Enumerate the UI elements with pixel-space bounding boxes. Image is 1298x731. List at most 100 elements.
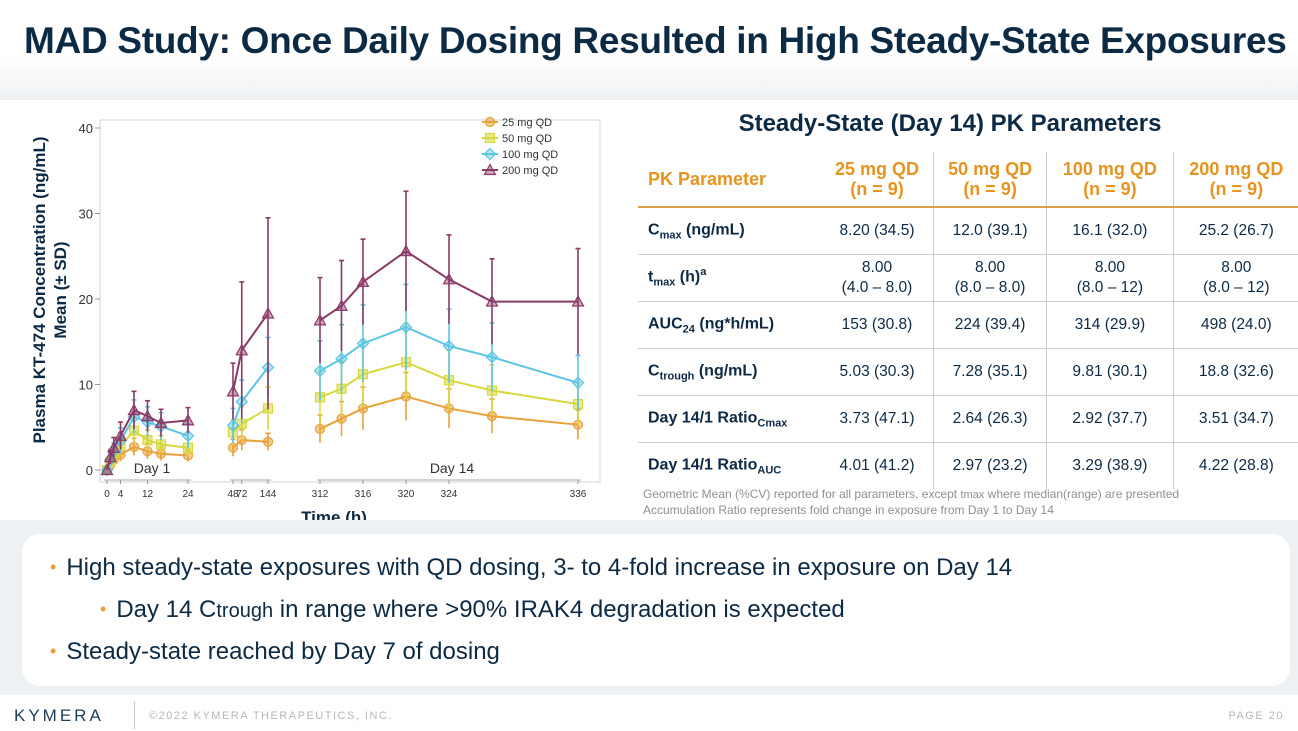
data-point xyxy=(262,436,274,447)
legend-item: 100 mg QD xyxy=(482,147,558,161)
y-tick-label: 20 xyxy=(79,292,93,307)
kymera-logo: KYMERA xyxy=(14,706,104,725)
x-tick-label: 336 xyxy=(570,489,587,500)
x-tick-label: 316 xyxy=(355,489,372,500)
data-point xyxy=(226,384,240,397)
chart-legend: 25 mg QD 50 mg QD 100 mg QD 200 mg QD xyxy=(482,116,558,177)
footer-divider xyxy=(134,701,135,729)
row-value: 3.29 (38.9) xyxy=(1046,442,1174,489)
row-value: 2.92 (37.7) xyxy=(1046,395,1174,443)
table-row: Day 14/1 RatioAUC 4.01 (41.2) 2.97 (23.2) 3… xyxy=(638,442,1298,489)
row-value: 18.8 (32.6) xyxy=(1172,348,1298,396)
row-value: 2.97 (23.2) xyxy=(932,442,1047,489)
legend-label: 100 mg QD xyxy=(502,149,558,161)
row-parameter: Day 14/1 RatioCmax xyxy=(638,395,821,443)
legend-label: 25 mg QD xyxy=(502,117,552,129)
header-100mg: 100 mg QD (n = 9) xyxy=(1046,152,1174,208)
row-value: 314 (29.9) xyxy=(1046,301,1174,349)
row-value: 12.0 (39.1) xyxy=(932,207,1047,255)
row-value: 25.2 (26.7) xyxy=(1172,207,1298,255)
table-footnote: Geometric Mean (%CV) reported for all pa… xyxy=(643,487,1180,517)
legend-label: 200 mg QD xyxy=(502,165,558,177)
series-50-mg-qd xyxy=(101,325,584,476)
data-point xyxy=(313,364,327,378)
x-tick-label: 24 xyxy=(182,489,194,500)
y-tick-label: 0 xyxy=(86,463,93,478)
panel-label: Day 1 xyxy=(134,460,171,476)
row-value: 9.81 (30.1) xyxy=(1046,348,1174,396)
data-point xyxy=(155,439,167,450)
row-value: 2.64 (26.3) xyxy=(932,395,1047,443)
data-point xyxy=(181,429,195,443)
copyright: ©2022 KYMERA THERAPEUTICS, INC. xyxy=(149,710,393,722)
y-tick-label: 40 xyxy=(79,121,93,136)
data-point xyxy=(127,403,141,416)
data-point xyxy=(442,272,456,285)
table-title: Steady-State (Day 14) PK Parameters xyxy=(738,110,1162,137)
x-tick-label: 324 xyxy=(441,489,458,500)
row-value: 8.00 (4.0 – 8.0) xyxy=(821,254,934,302)
data-point xyxy=(399,244,413,257)
row-value: 3.51 (34.7) xyxy=(1172,395,1298,443)
x-tick-label: 48 xyxy=(227,489,239,500)
y-axis-label-line1: Plasma KT-474 Concentration (ng/mL) xyxy=(30,137,49,444)
series-line xyxy=(232,366,269,426)
table-row: tmax (h)a 8.00 (4.0 – 8.0) 8.00 (8.0 – 8.0) 8… xyxy=(638,254,1298,302)
bullet-3: • Steady-state reached by Day 7 of dosing xyxy=(50,638,500,665)
data-point xyxy=(485,294,499,307)
legend-marker xyxy=(483,147,497,161)
row-value: 4.01 (41.2) xyxy=(839,456,915,474)
row-value: 4.22 (28.8) xyxy=(1172,442,1298,489)
series-line xyxy=(319,326,579,384)
row-value: 8.20 (34.5) xyxy=(821,207,934,255)
data-point xyxy=(399,320,413,334)
table-header-row: PK Parameter 25 mg QD (n = 9) 50 mg QD (n … xyxy=(638,152,1298,208)
y-tick-label: 10 xyxy=(79,378,93,393)
row-value: 498 (24.0) xyxy=(1172,301,1298,349)
series-200-mg-qd xyxy=(100,190,585,476)
legend-item: 200 mg QD xyxy=(482,163,558,177)
x-tick-label: 312 xyxy=(312,489,329,500)
x-tick-label: 144 xyxy=(260,489,277,500)
page-number: PAGE 20 xyxy=(1228,710,1284,722)
row-parameter: Cmax (ng/mL) xyxy=(638,207,821,255)
data-point xyxy=(334,299,349,311)
bullet-1: • High steady-state exposures with QD dos… xyxy=(50,554,1013,581)
row-parameter: Day 14/1 RatioAUC xyxy=(648,456,782,477)
row-parameter: AUC24 (ng*h/mL) xyxy=(638,301,821,349)
legend-item: 50 mg QD xyxy=(482,132,552,145)
data-point xyxy=(107,441,121,453)
data-point xyxy=(442,339,456,353)
page-title: MAD Study: Once Daily Dosing Resulted in… xyxy=(24,20,1287,61)
data-point xyxy=(181,413,195,426)
row-value: 3.73 (47.1) xyxy=(821,395,934,443)
data-point xyxy=(335,352,348,366)
legend-label: 50 mg QD xyxy=(502,133,552,145)
data-point xyxy=(356,275,370,287)
row-value: 153 (30.8) xyxy=(821,301,934,349)
row-value: 16.1 (32.0) xyxy=(1046,207,1174,255)
bullet-2: • Day 14 Ctrough in range where >90% IRAK… xyxy=(100,596,845,623)
table-row: Ctrough (ng/mL) 5.03 (30.3) 7.28 (35.1) 9.8… xyxy=(638,348,1298,396)
row-value: 5.03 (30.3) xyxy=(821,348,934,396)
title-band xyxy=(0,0,1298,100)
x-tick-label: 0 xyxy=(104,489,110,500)
x-tick-label: 72 xyxy=(236,489,248,500)
y-axis-label-line2: Mean (± SD) xyxy=(51,241,70,338)
data-point xyxy=(113,429,128,441)
data-point xyxy=(485,350,499,364)
pk-parameters-table: PK Parameter 25 mg QD (n = 9) 50 mg QD (n … xyxy=(638,152,1298,489)
key-takeaways: • High steady-state exposures with QD dos… xyxy=(22,534,1290,686)
header-25mg: 25 mg QD (n = 9) xyxy=(821,152,934,208)
plot-frame xyxy=(99,119,601,483)
y-tick-label: 30 xyxy=(79,207,93,222)
series-line xyxy=(319,249,578,322)
legend-marker xyxy=(483,163,497,176)
data-point xyxy=(103,450,117,463)
data-point xyxy=(100,463,114,476)
data-point xyxy=(261,306,275,319)
legend-item: 25 mg QD xyxy=(482,116,552,129)
data-point xyxy=(140,409,155,422)
header-200mg: 200 mg QD (n = 9) xyxy=(1172,152,1298,208)
data-point xyxy=(226,419,240,432)
